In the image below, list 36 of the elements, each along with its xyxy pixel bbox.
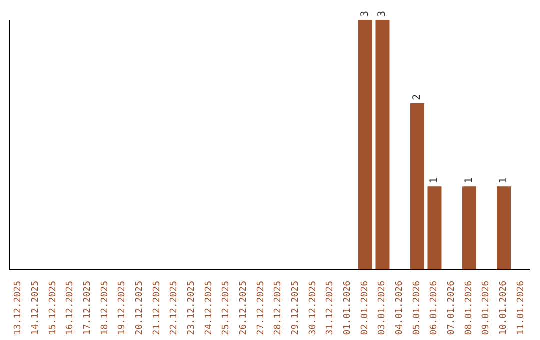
x-tick-label: 30.12.2025 xyxy=(308,281,318,336)
data-label: 1 xyxy=(498,178,510,184)
x-tick-label: 08.01.2026 xyxy=(464,281,474,336)
x-tick-label: 28.12.2025 xyxy=(274,281,284,336)
x-tick-label: 15.12.2025 xyxy=(48,281,58,336)
x-tick-label: 02.01.2026 xyxy=(360,281,370,336)
data-label: 3 xyxy=(377,10,388,17)
x-tick-label: 11.01.2026 xyxy=(516,281,526,336)
x-tick-label: 04.01.2026 xyxy=(395,281,405,336)
x-tick-label: 29.12.2025 xyxy=(291,281,301,336)
x-tick-label: 13.12.2025 xyxy=(14,281,24,336)
x-tick-label: 26.12.2025 xyxy=(239,281,249,336)
x-tick-label: 24.12.2025 xyxy=(204,281,214,336)
x-tick-label: 22.12.2025 xyxy=(170,281,180,336)
x-tick-label: 25.12.2025 xyxy=(222,281,232,336)
x-tick-label: 27.12.2025 xyxy=(256,281,266,336)
x-tick-label: 21.12.2025 xyxy=(152,281,162,336)
x-tick-label: 03.01.2026 xyxy=(378,281,388,336)
x-tick-label: 07.01.2026 xyxy=(447,281,457,336)
x-tick-label: 01.01.2026 xyxy=(343,281,353,336)
data-label: 3 xyxy=(360,10,371,17)
data-label: 1 xyxy=(464,178,475,184)
x-tick-label: 17.12.2025 xyxy=(83,281,93,336)
x-tick-label: 10.01.2026 xyxy=(499,281,509,336)
x-tick-label: 16.12.2025 xyxy=(66,281,76,336)
x-tick-label: 14.12.2025 xyxy=(31,281,41,336)
x-tick-label: 05.01.2026 xyxy=(412,281,422,336)
x-tick-label: 06.01.2026 xyxy=(430,281,440,336)
x-tick-label: 09.01.2026 xyxy=(482,281,492,336)
x-tick-label: 19.12.2025 xyxy=(118,281,128,336)
x-tick-label: 20.12.2025 xyxy=(135,281,145,336)
x-tick-label: 23.12.2025 xyxy=(187,281,197,336)
data-label: 2 xyxy=(412,94,423,100)
data-label: 1 xyxy=(429,178,440,184)
x-tick-label: 18.12.2025 xyxy=(100,281,110,336)
x-tick-label: 31.12.2025 xyxy=(326,281,336,336)
